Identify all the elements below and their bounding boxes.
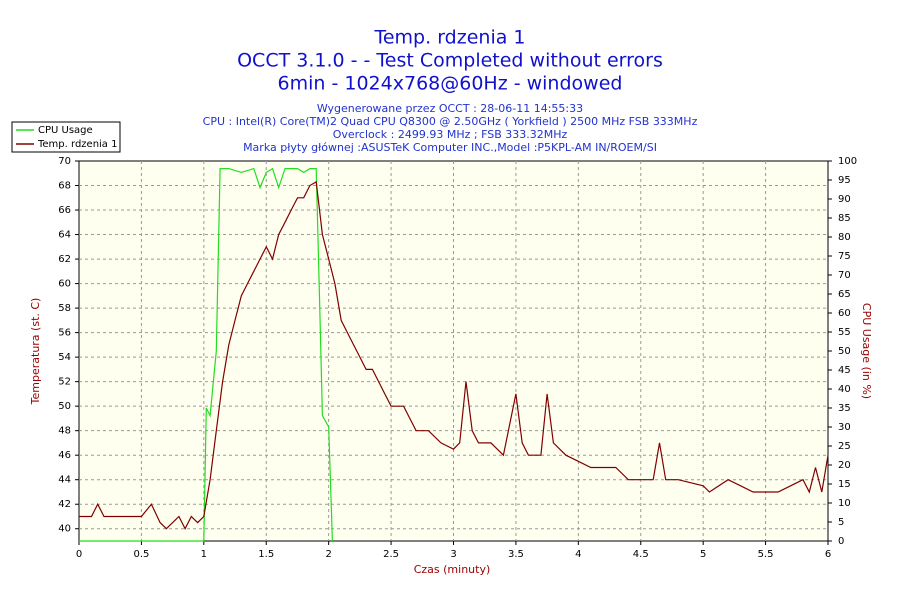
y2-tick-label: 20 bbox=[838, 460, 851, 471]
y-axis-label: Temperatura (st. C) bbox=[29, 298, 42, 406]
y-tick-label: 70 bbox=[58, 156, 71, 167]
x-tick-label: 0.5 bbox=[133, 549, 149, 560]
y-tick-label: 56 bbox=[58, 328, 71, 339]
y-tick-label: 58 bbox=[58, 303, 71, 314]
y2-tick-label: 50 bbox=[838, 346, 851, 357]
legend-box bbox=[11, 121, 121, 153]
chart-title: Temp. rdzenia 1 bbox=[373, 27, 525, 49]
y2-axis-label: CPU Usage (in %) bbox=[860, 303, 873, 399]
y2-tick-label: 25 bbox=[838, 441, 851, 452]
info-line: CPU : Intel(R) Core(TM)2 Quad CPU Q8300 … bbox=[203, 115, 698, 128]
y2-tick-label: 35 bbox=[838, 403, 851, 414]
y-tick-label: 66 bbox=[58, 205, 71, 216]
y-tick-label: 68 bbox=[58, 181, 71, 192]
x-tick-label: 3 bbox=[450, 549, 456, 560]
chart-subtitle: OCCT 3.1.0 - - Test Completed without er… bbox=[237, 50, 663, 72]
x-axis-label: Czas (minuty) bbox=[414, 563, 491, 576]
y2-tick-label: 95 bbox=[838, 175, 851, 186]
y-tick-label: 46 bbox=[58, 450, 71, 461]
y2-tick-label: 15 bbox=[838, 479, 851, 490]
x-tick-label: 3.5 bbox=[508, 549, 524, 560]
y-tick-label: 40 bbox=[58, 524, 71, 535]
x-tick-label: 5.5 bbox=[758, 549, 774, 560]
x-tick-label: 6 bbox=[825, 549, 831, 560]
y-tick-label: 50 bbox=[58, 401, 71, 412]
series-line bbox=[79, 180, 829, 531]
series-line bbox=[79, 167, 333, 542]
legend-label: CPU Usage bbox=[38, 125, 93, 136]
y-tick-label: 52 bbox=[58, 377, 71, 388]
y-tick-label: 54 bbox=[58, 352, 71, 363]
y2-tick-label: 0 bbox=[838, 536, 844, 547]
y-tick-label: 42 bbox=[58, 499, 71, 510]
y2-tick-label: 80 bbox=[838, 232, 851, 243]
y-tick-label: 44 bbox=[58, 475, 71, 486]
x-tick-label: 1 bbox=[201, 549, 207, 560]
chart-subtitle: 6min - 1024x768@60Hz - windowed bbox=[278, 73, 623, 95]
x-tick-label: 5 bbox=[700, 549, 706, 560]
y2-tick-label: 70 bbox=[838, 270, 851, 281]
y2-tick-label: 75 bbox=[838, 251, 851, 262]
y2-tick-label: 100 bbox=[838, 156, 857, 167]
y2-tick-label: 40 bbox=[838, 384, 851, 395]
y2-tick-label: 90 bbox=[838, 194, 851, 205]
info-line: Wygenerowane przez OCCT : 28-06-11 14:55… bbox=[317, 102, 583, 115]
info-line: Marka płyty głównej :ASUSTeK Computer IN… bbox=[243, 141, 657, 154]
y-tick-label: 64 bbox=[58, 230, 71, 241]
x-tick-label: 0 bbox=[76, 549, 82, 560]
legend-label: Temp. rdzenia 1 bbox=[37, 139, 117, 150]
y2-tick-label: 65 bbox=[838, 289, 851, 300]
y-tick-label: 48 bbox=[58, 426, 71, 437]
y2-tick-label: 55 bbox=[838, 327, 851, 338]
x-tick-label: 4.5 bbox=[633, 549, 649, 560]
x-tick-label: 1.5 bbox=[258, 549, 274, 560]
y2-tick-label: 5 bbox=[838, 517, 844, 528]
x-tick-label: 2 bbox=[325, 549, 331, 560]
y2-tick-label: 60 bbox=[838, 308, 851, 319]
x-tick-label: 4 bbox=[575, 549, 581, 560]
y-tick-label: 62 bbox=[58, 254, 71, 265]
y2-tick-label: 45 bbox=[838, 365, 851, 376]
x-tick-label: 2.5 bbox=[383, 549, 399, 560]
y2-tick-label: 85 bbox=[838, 213, 851, 224]
y2-tick-label: 10 bbox=[838, 498, 851, 509]
info-line: Overclock : 2499.93 MHz ; FSB 333.32MHz bbox=[333, 128, 568, 141]
plot-area bbox=[78, 160, 829, 542]
y-tick-label: 60 bbox=[58, 279, 71, 290]
y2-tick-label: 30 bbox=[838, 422, 851, 433]
